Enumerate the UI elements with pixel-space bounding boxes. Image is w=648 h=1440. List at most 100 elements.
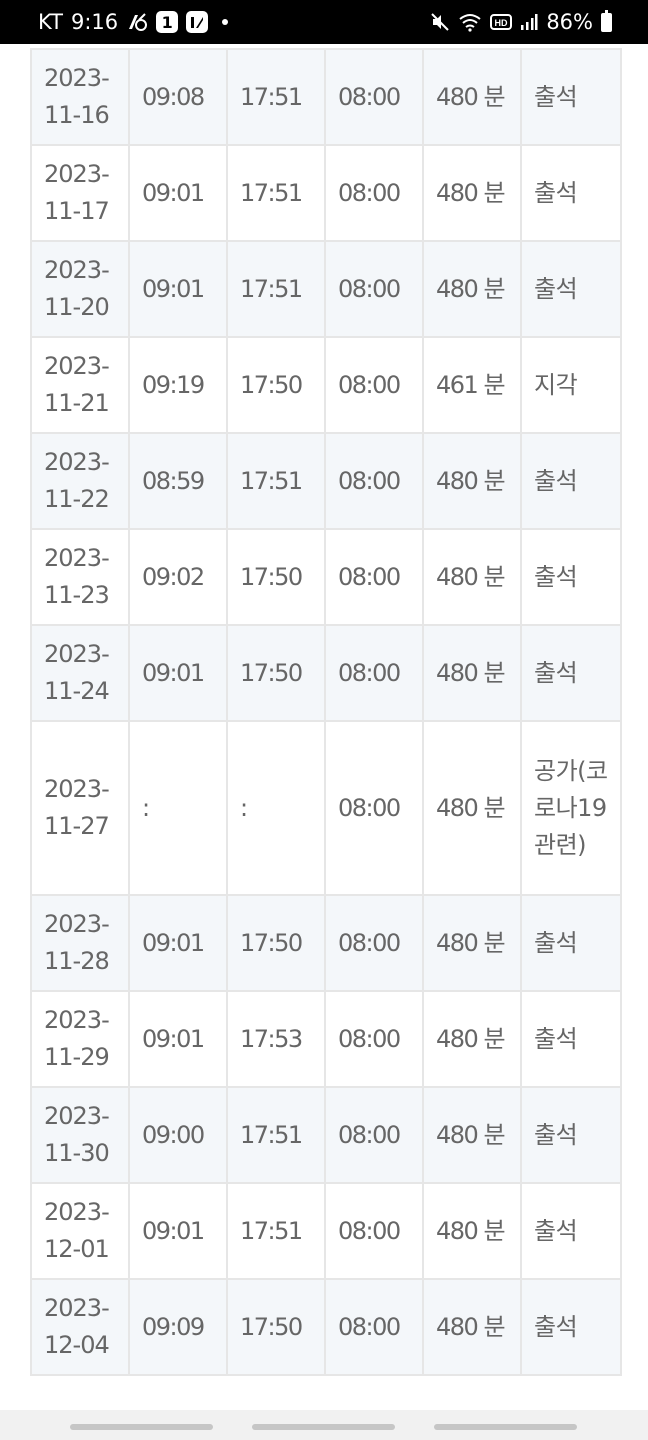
table-row: 2023-11-27::08:00 480 분 공가(코로나19 관련) <box>30 720 622 896</box>
check-in-cell: 09:09 <box>128 1278 228 1376</box>
table-row: 2023-11-24 09:01 17:50 08:00 480 분 출석 <box>30 624 622 722</box>
check-out-cell: 17:51 <box>226 1086 326 1184</box>
work-minutes-cell: 480 분 <box>422 528 522 626</box>
hd-icon: HD <box>490 13 513 31</box>
check-out-cell: 17:50 <box>226 894 326 992</box>
status-cell: 출석 <box>520 528 622 626</box>
check-in-cell: 09:00 <box>128 1086 228 1184</box>
check-out-cell: 17:51 <box>226 432 326 530</box>
date-cell: 2023-11-20 <box>30 240 130 338</box>
attendance-content[interactable]: 2023-11-16 09:08 17:51 08:00 480 분 출석 2023-11-… <box>0 44 648 1410</box>
status-cell: 출석 <box>520 894 622 992</box>
svg-text:HD: HD <box>495 18 508 28</box>
clock: 9:16 <box>70 10 119 34</box>
battery-percent: 86% <box>546 10 593 34</box>
work-hours-cell: 08:00 <box>324 336 424 434</box>
more-notifications-dot <box>222 19 229 25</box>
date-cell: 2023-12-04 <box>30 1278 130 1376</box>
status-cell: 공가(코로나19 관련) <box>520 720 622 896</box>
check-out-cell: 17:51 <box>226 1182 326 1280</box>
status-cell: 출석 <box>520 240 622 338</box>
work-hours-cell: 08:00 <box>324 48 424 146</box>
navigation-bar <box>0 1410 648 1440</box>
date-cell: 2023-11-22 <box>30 432 130 530</box>
work-hours-cell: 08:00 <box>324 1086 424 1184</box>
date-cell: 2023-11-30 <box>30 1086 130 1184</box>
status-cell: 출석 <box>520 1086 622 1184</box>
work-minutes-cell: 480 분 <box>422 1086 522 1184</box>
check-in-cell: 09:02 <box>128 528 228 626</box>
check-out-cell: 17:51 <box>226 48 326 146</box>
work-hours-cell: 08:00 <box>324 1278 424 1376</box>
status-left: KT 9:16 1 <box>38 10 229 34</box>
attendance-table: 2023-11-16 09:08 17:51 08:00 480 분 출석 2023-11-… <box>30 48 622 1376</box>
table-row: 2023-11-30 09:00 17:51 08:00 480 분 출석 <box>30 1086 622 1184</box>
date-cell: 2023-11-29 <box>30 990 130 1088</box>
check-in-cell: 09:01 <box>128 1182 228 1280</box>
work-minutes-cell: 480 분 <box>422 432 522 530</box>
signal-icon <box>520 13 538 31</box>
date-cell: 2023-11-16 <box>30 48 130 146</box>
work-minutes-cell: 480 분 <box>422 48 522 146</box>
table-row: 2023-11-20 09:01 17:51 08:00 480 분 출석 <box>30 240 622 338</box>
check-in-cell: : <box>128 720 228 896</box>
work-hours-cell: 08:00 <box>324 720 424 896</box>
work-minutes-cell: 480 분 <box>422 1278 522 1376</box>
date-cell: 2023-11-27 <box>30 720 130 896</box>
table-row: 2023-11-28 09:01 17:50 08:00 480 분 출석 <box>30 894 622 992</box>
date-cell: 2023-11-28 <box>30 894 130 992</box>
status-right: HD 86% <box>430 9 612 34</box>
check-in-cell: 09:01 <box>128 624 228 722</box>
work-minutes-cell: 480 분 <box>422 624 522 722</box>
check-out-cell: 17:50 <box>226 1278 326 1376</box>
work-hours-cell: 08:00 <box>324 144 424 242</box>
date-cell: 2023-11-17 <box>30 144 130 242</box>
status-cell: 출석 <box>520 432 622 530</box>
status-cell: 출석 <box>520 1182 622 1280</box>
status-cell: 출석 <box>520 48 622 146</box>
check-in-cell: 09:08 <box>128 48 228 146</box>
mute-icon <box>430 12 450 32</box>
work-minutes-cell: 480 분 <box>422 990 522 1088</box>
table-row: 2023-11-17 09:01 17:51 08:00 480 분 출석 <box>30 144 622 242</box>
table-row: 2023-11-23 09:02 17:50 08:00 480 분 출석 <box>30 528 622 626</box>
date-cell: 2023-11-23 <box>30 528 130 626</box>
work-minutes-cell: 480 분 <box>422 144 522 242</box>
work-hours-cell: 08:00 <box>324 240 424 338</box>
work-hours-cell: 08:00 <box>324 990 424 1088</box>
work-minutes-cell: 480 분 <box>422 1182 522 1280</box>
check-in-cell: 09:19 <box>128 336 228 434</box>
work-minutes-cell: 480 분 <box>422 894 522 992</box>
recent-apps-handle[interactable] <box>70 1424 213 1430</box>
home-handle[interactable] <box>252 1424 395 1430</box>
app-icon <box>186 11 209 33</box>
status-cell: 출석 <box>520 990 622 1088</box>
work-hours-cell: 08:00 <box>324 894 424 992</box>
back-handle[interactable] <box>434 1424 577 1430</box>
date-cell: 2023-12-01 <box>30 1182 130 1280</box>
check-out-cell: 17:51 <box>226 240 326 338</box>
date-cell: 2023-11-21 <box>30 336 130 434</box>
check-out-cell: : <box>226 720 326 896</box>
wifi-icon <box>458 12 482 32</box>
check-in-cell: 09:01 <box>128 144 228 242</box>
status-cell: 출석 <box>520 624 622 722</box>
carrier-label: KT <box>38 10 63 34</box>
check-out-cell: 17:50 <box>226 624 326 722</box>
status-cell: 지각 <box>520 336 622 434</box>
table-row: 2023-12-01 09:01 17:51 08:00 480 분 출석 <box>30 1182 622 1280</box>
table-row: 2023-11-21 09:19 17:50 08:00 461 분 지각 <box>30 336 622 434</box>
work-hours-cell: 08:00 <box>324 528 424 626</box>
status-bar: KT 9:16 1 HD 86% <box>0 0 648 44</box>
work-minutes-cell: 461 분 <box>422 336 522 434</box>
work-hours-cell: 08:00 <box>324 624 424 722</box>
check-out-cell: 17:53 <box>226 990 326 1088</box>
table-row: 2023-11-29 09:01 17:53 08:00 480 분 출석 <box>30 990 622 1088</box>
check-in-cell: 08:59 <box>128 432 228 530</box>
work-minutes-cell: 480 분 <box>422 720 522 896</box>
check-in-cell: 09:01 <box>128 894 228 992</box>
status-cell: 출석 <box>520 1278 622 1376</box>
work-hours-cell: 08:00 <box>324 432 424 530</box>
battery-icon <box>601 9 612 32</box>
date-cell: 2023-11-24 <box>30 624 130 722</box>
